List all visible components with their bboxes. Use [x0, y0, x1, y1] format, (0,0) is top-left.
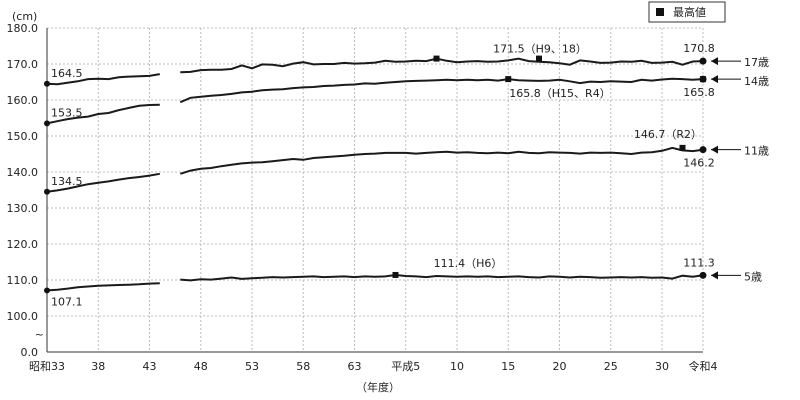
y-tick-label: 100.0: [7, 310, 39, 323]
end-point-17sai: [699, 57, 707, 65]
series-arrow-head-5sai: [711, 271, 718, 280]
end-value-label-17sai: 170.8: [683, 42, 715, 55]
label-layer: 164.5 170.8 171.5（H9、18） 17歳 153.5 165.8 165.8…: [51, 42, 769, 308]
x-tick-label: 48: [194, 360, 208, 373]
y-tick-label: 130.0: [7, 202, 39, 215]
axis-layer: 0.0 ~100.0 110.0 120.0 130.0 140.0 150.0 160.0 1…: [7, 22, 718, 373]
end-point-11sai: [699, 146, 707, 154]
y-tick-label: 0.0: [21, 346, 39, 359]
max-annotation-11sai: 146.7（R2）: [634, 128, 702, 141]
max-annotation-5sai: 111.4（H6）: [434, 257, 503, 270]
series-line-14sai: [179, 77, 704, 104]
end-value-label-14sai: 165.8: [683, 86, 715, 99]
legend: 最高値: [648, 1, 726, 23]
series-layer: [44, 55, 707, 294]
max-annotation-17sai: 171.5（H9、18）: [493, 43, 587, 56]
x-tick-label: 43: [143, 360, 157, 373]
series-arrow-head-17sai: [711, 57, 718, 66]
x-tick-label: 令和4: [689, 359, 718, 373]
start-point-5sai: [44, 287, 50, 294]
y-tick-label: 150.0: [7, 130, 39, 143]
start-point-14sai: [44, 120, 50, 127]
x-tick-label: 38: [91, 360, 105, 373]
x-tick-label: 63: [348, 360, 362, 373]
series-name-label-5sai: 5歳: [744, 270, 762, 283]
x-tick-label: 30: [655, 360, 669, 373]
x-tick-label: 20: [553, 360, 567, 373]
end-point-5sai: [699, 271, 707, 279]
legend-label: 最高値: [673, 5, 706, 19]
max-marker-17sai: [433, 55, 440, 62]
x-tick-label: 53: [245, 360, 259, 373]
start-point-17sai: [44, 80, 50, 87]
series-name-label-11sai: 11歳: [744, 145, 769, 158]
y-tick-label: 160.0: [7, 94, 39, 107]
series-line-14sai: [46, 103, 160, 125]
y-tick-label: ~: [35, 328, 44, 341]
grid-layer: [47, 27, 704, 352]
start-value-label-17sai: 164.5: [51, 67, 83, 80]
y-tick-label: 170.0: [7, 58, 39, 71]
start-point-11sai: [44, 188, 50, 195]
series-line-11sai: [180, 146, 704, 175]
x-tick-label: 昭和33: [29, 360, 65, 373]
y-tick-label: 180.0: [7, 22, 39, 35]
start-value-label-5sai: 107.1: [51, 295, 83, 308]
series-name-label-17sai: 17歳: [744, 56, 769, 69]
x-tick-label: 58: [296, 360, 310, 373]
x-axis-title: （年度）: [356, 380, 400, 394]
series-line-17sai: [46, 73, 160, 86]
start-value-label-11sai: 134.5: [51, 175, 83, 188]
series-line-5sai: [180, 273, 704, 282]
y-tick-label: 120.0: [7, 238, 39, 251]
end-value-label-11sai: 146.2: [683, 157, 715, 170]
x-tick-label: 15: [501, 360, 515, 373]
max-marker-14sai: [700, 76, 706, 83]
y-tick-label: 140.0: [7, 166, 39, 179]
series-arrow-head-14sai: [711, 75, 718, 84]
end-value-label-5sai: 111.3: [683, 256, 715, 269]
series-name-label-14sai: 14歳: [744, 75, 769, 88]
max-marker-14sai: [505, 76, 512, 83]
y-tick-label: 110.0: [7, 274, 39, 287]
max-marker-11sai: [679, 144, 686, 151]
max-marker-5sai: [392, 271, 399, 278]
x-tick-label: 10: [450, 360, 464, 373]
legend-box: [648, 1, 726, 23]
series-line-5sai: [46, 282, 160, 292]
start-value-label-14sai: 153.5: [51, 106, 83, 119]
y-axis-unit-label: (cm): [12, 10, 37, 23]
legend-marker-square: [656, 8, 664, 16]
max-annotation-14sai: 165.8（H15、R4）: [509, 87, 610, 100]
series-arrow-head-11sai: [711, 145, 718, 154]
x-tick-label: 平成5: [391, 360, 420, 373]
x-tick-label: 25: [604, 360, 618, 373]
series-line-17sai: [180, 57, 704, 74]
series-line-11sai: [46, 172, 160, 193]
max-marker-17sai: [536, 55, 542, 62]
